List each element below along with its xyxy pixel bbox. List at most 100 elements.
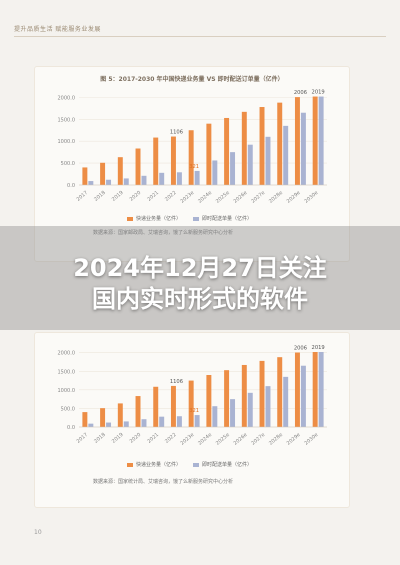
- y-tick-label: 0.0: [67, 183, 75, 189]
- headline-line-1: 2024年12月27日关注: [73, 254, 327, 282]
- y-tick-label: 500.0: [61, 406, 75, 412]
- bar-express: [206, 375, 212, 427]
- bar-instant: [123, 421, 129, 427]
- bar-instant: [318, 352, 324, 427]
- y-tick-label: 0.0: [67, 425, 75, 431]
- bar-instant: [88, 181, 94, 185]
- page-number: 10: [34, 529, 42, 536]
- bar-express: [153, 386, 159, 427]
- bar-instant: [265, 386, 271, 427]
- bar-instant: [106, 422, 112, 427]
- bar-instant: [123, 178, 129, 185]
- bar-express: [82, 167, 88, 185]
- legend-item-express-2: 快递业务量（亿件）: [127, 461, 181, 468]
- y-tick-label: 2000.0: [58, 351, 76, 357]
- x-tick-label: 2029e: [286, 190, 302, 205]
- bar-express: [135, 396, 141, 427]
- x-tick-label: 2027e: [250, 190, 266, 205]
- bar-instant: [194, 415, 200, 427]
- bar-express: [117, 403, 123, 427]
- bar-express: [206, 123, 212, 185]
- headline-overlay: [0, 226, 400, 330]
- x-tick-label: 2017: [76, 190, 90, 203]
- bar-instant: [141, 175, 147, 185]
- bar-express: [153, 137, 159, 185]
- y-tick-label: 2000.0: [58, 95, 76, 101]
- header-divider: [14, 36, 386, 37]
- page-header: 提升品质生活 赋能服务业发展: [14, 26, 101, 33]
- bar-express: [259, 360, 265, 427]
- legend-item-instant: 即时配送单量（亿件）: [193, 215, 252, 222]
- bar-chart-top: 0.0 500.0 1000.0 1500.0 2000.0 2017 2018 2019 20…: [58, 90, 327, 205]
- headline-line-2: 国内实时形式的软件: [92, 285, 308, 313]
- x-tick-label: 2029e: [286, 432, 302, 447]
- y-tick-label: 1000.0: [58, 388, 76, 394]
- bar-instant: [247, 392, 253, 427]
- legend-swatch-instant: [193, 216, 200, 221]
- bar-instant: [212, 160, 218, 185]
- x-tick-label: 2025e: [215, 432, 231, 447]
- chart-legend-bottom: 快递业务量（亿件） 即时配送单量（亿件）: [127, 461, 252, 468]
- bar-express: [312, 96, 318, 185]
- chart-panel-bottom: 0.0 500.0 1000.0 1500.0 2000.0 2017 2018 2019 20…: [34, 332, 350, 508]
- bar-instant: [159, 172, 165, 185]
- data-label: 1106: [170, 130, 183, 136]
- x-tick-label: 2023e: [179, 432, 195, 447]
- x-tick-label: 2023e: [179, 190, 195, 205]
- x-tick-label: 2028e: [268, 432, 284, 447]
- y-tick-label: 1500.0: [58, 117, 76, 123]
- x-tick-label: 2021: [146, 190, 160, 203]
- x-tick-label: 2025e: [215, 190, 231, 205]
- chart-panel-top: 图 5：2017-2030 年中国快递业务量 VS 即时配送订单量（亿件） 0.…: [34, 66, 350, 262]
- x-tick-label: 2021: [146, 432, 160, 445]
- x-tick-label: 2018: [93, 432, 107, 445]
- x-tick-label: 2020: [129, 432, 143, 445]
- bar-instant: [176, 172, 182, 185]
- bar-instant: [106, 179, 112, 185]
- legend-item-express: 快递业务量（亿件）: [127, 215, 181, 222]
- y-tick-label: 500.0: [61, 161, 75, 167]
- bar-express: [277, 357, 283, 427]
- bar-express: [170, 136, 176, 185]
- bar-express: [188, 380, 194, 427]
- bar-express: [294, 352, 300, 427]
- x-tick-label: 2019: [111, 432, 125, 445]
- bar-instant: [194, 170, 200, 185]
- bar-express: [277, 102, 283, 185]
- chart-title-top: 图 5：2017-2030 年中国快递业务量 VS 即时配送订单量（亿件）: [100, 76, 284, 83]
- legend-swatch-instant-2: [193, 462, 200, 467]
- bar-instant: [176, 416, 182, 427]
- bar-express: [188, 130, 194, 185]
- bar-instant: [247, 144, 253, 185]
- bar-instant: [230, 152, 236, 185]
- chart-source-bottom: 数据来源：国家统计局、艾瑞咨询，饿了么新服务研究中心分析: [93, 479, 234, 485]
- bar-instant: [212, 406, 218, 427]
- legend-swatch-express-2: [127, 462, 133, 467]
- y-tick-label: 1000.0: [58, 139, 76, 145]
- bar-express: [294, 97, 300, 185]
- y-tick-label: 1500.0: [58, 369, 76, 375]
- x-tick-label: 2017: [76, 432, 90, 445]
- bar-express: [259, 107, 265, 185]
- x-tick-label: 2022: [164, 190, 178, 203]
- x-tick-label: 2026e: [233, 432, 249, 447]
- x-tick-label: 2018: [93, 190, 107, 203]
- bar-instant: [265, 136, 271, 185]
- bar-express: [312, 352, 318, 427]
- data-label: 2006: [294, 90, 307, 96]
- bar-express: [135, 148, 141, 185]
- x-tick-label: 2027e: [250, 432, 266, 447]
- x-tick-label: 2022: [164, 432, 178, 445]
- bar-express: [241, 364, 247, 427]
- x-tick-label: 2024e: [197, 190, 213, 205]
- bar-express: [170, 385, 176, 427]
- legend-item-instant-2: 即时配送单量（亿件）: [193, 461, 252, 468]
- legend-label-express-2: 快递业务量（亿件）: [136, 462, 182, 468]
- x-tick-label: 2030e: [303, 190, 319, 205]
- bar-express: [82, 412, 88, 427]
- data-label: 1106: [170, 379, 183, 385]
- bar-chart-bottom: 0.0 500.0 1000.0 1500.0 2000.0 2017 2018 2019 20…: [58, 345, 327, 447]
- data-label: 2019: [312, 90, 325, 96]
- bar-express: [100, 408, 106, 427]
